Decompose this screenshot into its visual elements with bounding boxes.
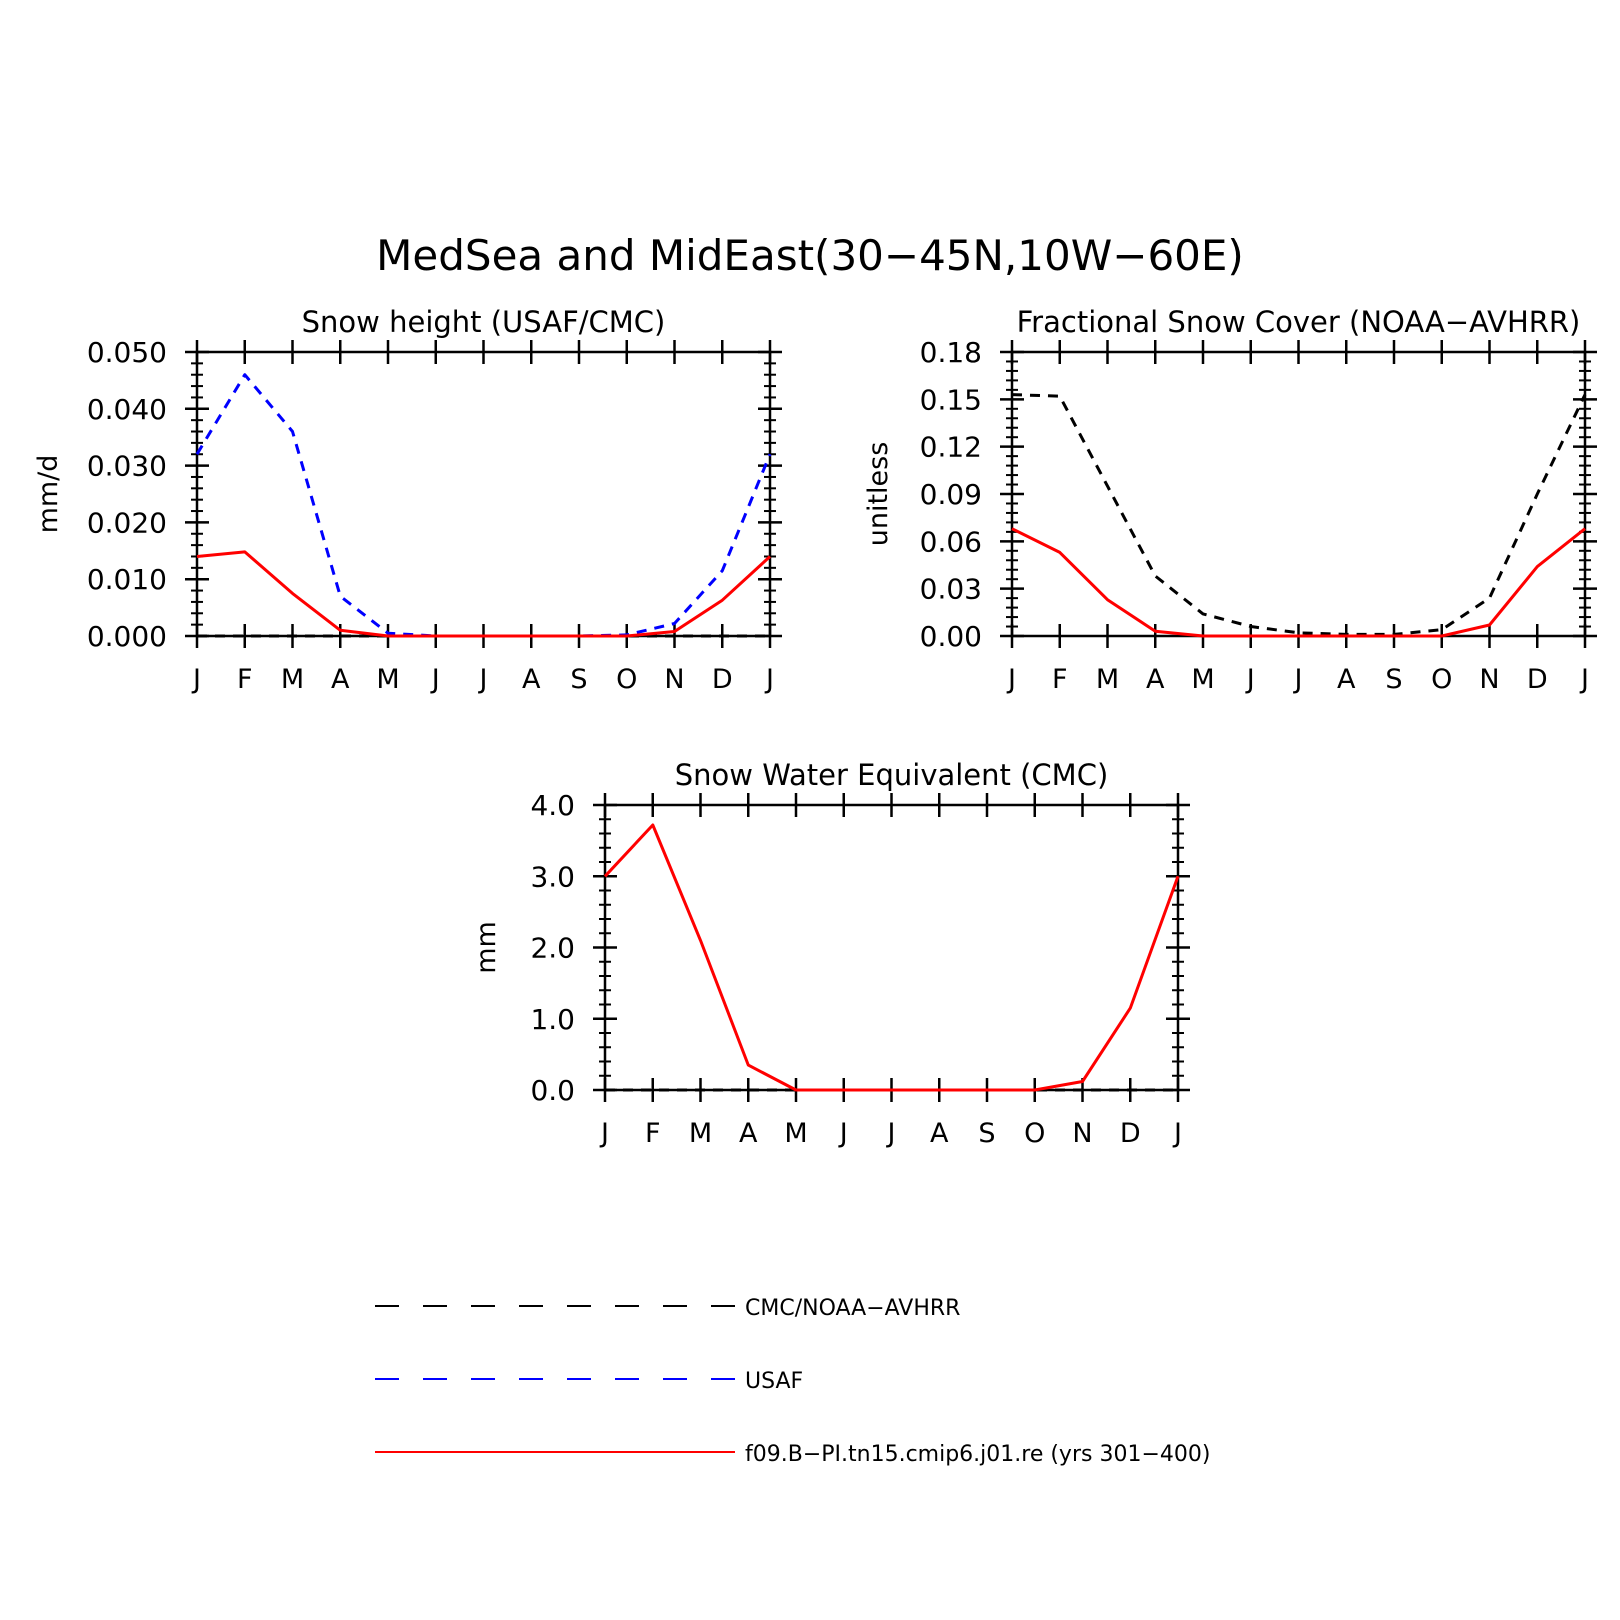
y-tick-label: 0.010	[87, 563, 167, 596]
y-tick-label: 3.0	[530, 860, 575, 893]
x-tick-label: N	[1072, 1118, 1092, 1149]
x-tick-label: A	[739, 1118, 758, 1149]
y-tick-label: 0.03	[920, 573, 982, 606]
x-tick-label: A	[1337, 664, 1356, 695]
x-tick-label: J	[599, 1118, 609, 1149]
x-tick-label: D	[1527, 664, 1548, 695]
y-tick-label: 0.000	[87, 620, 167, 653]
y-tick-label: 0.030	[87, 450, 167, 483]
y-tick-label: 0.15	[920, 383, 982, 416]
x-tick-label: A	[1146, 664, 1165, 695]
x-tick-label: F	[237, 664, 253, 695]
y-axis-label: unitless	[863, 442, 894, 547]
x-tick-label: N	[664, 664, 684, 695]
x-tick-label: M	[281, 664, 304, 695]
x-tick-label: J	[1172, 1118, 1182, 1149]
y-tick-label: 0.00	[920, 620, 982, 653]
x-tick-label: D	[712, 664, 733, 695]
y-axis-label: mm	[471, 921, 502, 974]
x-tick-label: J	[191, 664, 201, 695]
x-tick-label: J	[764, 664, 774, 695]
y-tick-label: 0.050	[87, 336, 167, 369]
legend-label-model: f09.B−PI.tn15.cmip6.j01.re (yrs 301−400)	[745, 1442, 1211, 1467]
x-tick-label: O	[1431, 664, 1452, 695]
plots-group: Snow height (USAF/CMC)mm/d0.0000.0100.02…	[33, 305, 1597, 1149]
x-tick-label: J	[478, 664, 488, 695]
x-tick-label: J	[430, 664, 440, 695]
legend: CMC/NOAA−AVHRR USAF f09.B−PI.tn15.cmip6.…	[375, 1280, 1275, 1467]
x-tick-label: M	[1191, 664, 1214, 695]
x-tick-label: O	[616, 664, 637, 695]
legend-swatch-model	[375, 1451, 735, 1453]
series-line	[195, 373, 772, 638]
x-tick-label: S	[570, 664, 587, 695]
x-tick-label: S	[978, 1118, 995, 1149]
x-tick-label: A	[522, 664, 541, 695]
y-tick-label: 1.0	[530, 1003, 575, 1036]
x-tick-label: F	[645, 1118, 661, 1149]
x-tick-label: M	[376, 664, 399, 695]
legend-swatch-cmc-noaa	[375, 1305, 735, 1307]
x-tick-label: S	[1385, 664, 1402, 695]
legend-item-model: f09.B−PI.tn15.cmip6.j01.re (yrs 301−400)	[375, 1442, 1275, 1467]
plot-title: Fractional Snow Cover (NOAA−AVHRR)	[1017, 305, 1581, 339]
y-tick-label: 2.0	[530, 932, 575, 965]
plot-frame	[1010, 350, 1587, 638]
x-tick-label: J	[1579, 664, 1589, 695]
x-tick-label: N	[1479, 664, 1499, 695]
figure-title: MedSea and MidEast(30−45N,10W−60E)	[376, 231, 1244, 280]
x-tick-label: J	[838, 1118, 848, 1149]
legend-label-usaf: USAF	[745, 1369, 804, 1394]
plot-title: Snow height (USAF/CMC)	[302, 305, 666, 339]
x-tick-label: A	[331, 664, 350, 695]
series-line	[1011, 393, 1587, 636]
x-tick-label: M	[1096, 664, 1119, 695]
x-tick-label: O	[1024, 1118, 1045, 1149]
y-tick-label: 0.020	[87, 506, 167, 539]
x-tick-label: J	[886, 1118, 896, 1149]
series-line	[603, 823, 1180, 1092]
plot-1: Snow height (USAF/CMC) mm/d 0.000 0.010 0.02…	[33, 305, 782, 695]
x-tick-label: D	[1120, 1118, 1141, 1149]
x-tick-label: M	[784, 1118, 807, 1149]
series-line	[196, 550, 772, 638]
y-tick-label: 0.12	[920, 431, 982, 464]
legend-label-cmc-noaa: CMC/NOAA−AVHRR	[745, 1296, 961, 1321]
y-tick-label: 0.18	[920, 336, 982, 369]
series-line	[1011, 527, 1586, 638]
x-tick-label: J	[1245, 664, 1255, 695]
y-axis-label: mm/d	[33, 455, 64, 534]
y-tick-label: 4.0	[530, 789, 575, 822]
x-tick-label: J	[1293, 664, 1303, 695]
y-tick-label: 0.09	[920, 478, 982, 511]
y-tick-label: 0.040	[87, 393, 167, 426]
x-tick-label: A	[930, 1118, 949, 1149]
plot-frame	[603, 803, 1180, 1092]
plot-3: Snow Water Equivalent (CMC) mm 0.0 1.0 2.0 3.…	[471, 758, 1190, 1149]
x-tick-label: M	[689, 1118, 712, 1149]
x-tick-label: J	[1006, 664, 1016, 695]
y-tick-label: 0.0	[530, 1074, 575, 1107]
legend-item-cmc-noaa: CMC/NOAA−AVHRR	[375, 1296, 1275, 1321]
y-tick-label: 0.06	[920, 525, 982, 558]
plot-frame	[195, 350, 772, 638]
x-tick-label: F	[1052, 664, 1068, 695]
legend-item-usaf: USAF	[375, 1369, 1275, 1394]
legend-swatch-usaf	[375, 1378, 735, 1380]
plot-2: Fractional Snow Cover (NOAA−AVHRR) unitle…	[863, 305, 1597, 695]
plot-title: Snow Water Equivalent (CMC)	[675, 758, 1109, 792]
